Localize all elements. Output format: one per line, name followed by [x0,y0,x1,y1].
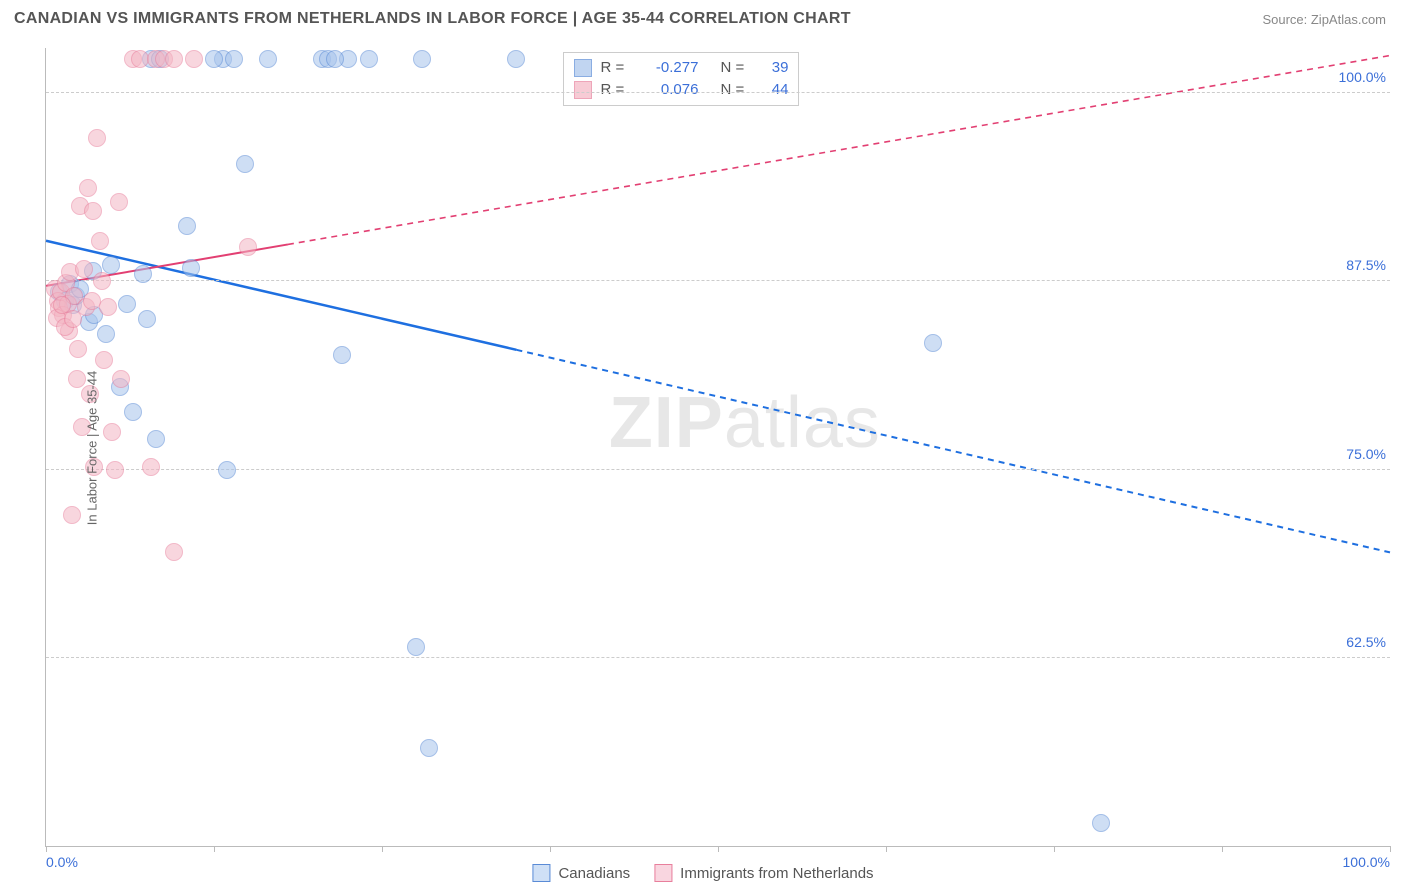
data-point-canadians [924,334,942,352]
corr-swatch-netherlands [574,81,592,99]
y-axis-label: In Labor Force | Age 35-44 [85,370,100,524]
data-point-canadians [205,50,223,68]
data-point-canadians [333,346,351,364]
data-point-canadians [420,739,438,757]
chart-title: CANADIAN VS IMMIGRANTS FROM NETHERLANDS … [14,10,851,28]
y-tick-label: 100.0% [1331,69,1386,85]
data-point-netherlands [185,50,203,68]
y-tick-label: 62.5% [1338,634,1386,650]
data-point-canadians [124,403,142,421]
r-label: R = [600,57,630,79]
gridline [46,657,1390,658]
data-point-netherlands [91,232,109,250]
n-label: N = [720,79,750,101]
x-tick [886,846,887,852]
x-tick [382,846,383,852]
y-tick-label: 75.0% [1338,446,1386,462]
correlation-legend: R = -0.277 N = 39 R = 0.076 N = 44 [563,52,799,106]
data-point-netherlands [69,340,87,358]
x-tick [1054,846,1055,852]
data-point-netherlands [75,260,93,278]
plot-region: ZIPatlas R =-0.277N =39R =0.076N =44 62.… [45,48,1390,847]
data-point-canadians [360,50,378,68]
data-point-netherlands [63,506,81,524]
chart-area: ZIPatlas R =-0.277N =39R =0.076N =44 62.… [45,48,1390,847]
data-point-netherlands [112,370,130,388]
swatch-pink [654,864,672,882]
data-point-netherlands [103,423,121,441]
corr-row-canadians: R = -0.277 N = 39 [574,57,788,79]
data-point-canadians [259,50,277,68]
n-value-canadians: 39 [758,57,788,79]
swatch-blue [532,864,550,882]
x-tick-label-right: 100.0% [1343,854,1390,870]
y-tick-label: 87.5% [1338,257,1386,273]
data-point-canadians [326,50,344,68]
data-point-netherlands [165,50,183,68]
data-point-netherlands [95,351,113,369]
data-point-canadians [147,430,165,448]
r-value-canadians: -0.277 [638,57,698,79]
x-tick [550,846,551,852]
corr-row-netherlands: R = 0.076 N = 44 [574,79,788,101]
data-point-netherlands [239,238,257,256]
r-value-netherlands: 0.076 [638,79,698,101]
data-point-canadians [407,638,425,656]
data-point-netherlands [99,298,117,316]
trendline-dashed-canadians [516,350,1390,553]
x-tick [718,846,719,852]
data-point-canadians [236,155,254,173]
data-point-netherlands [64,310,82,328]
data-point-canadians [97,325,115,343]
legend-item-canadians: Canadians [532,864,630,882]
gridline [46,469,1390,470]
n-value-netherlands: 44 [758,79,788,101]
data-point-netherlands [110,193,128,211]
x-tick [1390,846,1391,852]
data-point-netherlands [142,458,160,476]
data-point-netherlands [68,370,86,388]
gridline [46,92,1390,93]
legend-label-canadians: Canadians [558,865,630,882]
data-point-canadians [102,256,120,274]
data-point-netherlands [84,202,102,220]
corr-swatch-canadians [574,59,592,77]
data-point-canadians [1092,814,1110,832]
r-label: R = [600,79,630,101]
n-label: N = [720,57,750,79]
data-point-netherlands [165,543,183,561]
x-tick [1222,846,1223,852]
trendline-solid-canadians [46,241,516,350]
data-point-canadians [413,50,431,68]
source-label: Source: ZipAtlas.com [1262,12,1386,27]
legend-label-netherlands: Immigrants from Netherlands [680,865,873,882]
data-point-canadians [118,295,136,313]
gridline [46,280,1390,281]
data-point-netherlands [88,129,106,147]
data-point-netherlands [93,272,111,290]
data-point-canadians [138,310,156,328]
x-tick [46,846,47,852]
data-point-netherlands [83,292,101,310]
x-tick-label-left: 0.0% [46,854,78,870]
data-point-canadians [225,50,243,68]
data-point-canadians [507,50,525,68]
data-point-canadians [218,461,236,479]
trendline-dashed-netherlands [288,56,1390,245]
legend-item-netherlands: Immigrants from Netherlands [654,864,873,882]
data-point-canadians [182,259,200,277]
data-point-netherlands [106,461,124,479]
data-point-canadians [178,217,196,235]
x-tick [214,846,215,852]
series-legend: Canadians Immigrants from Netherlands [532,864,873,882]
data-point-canadians [134,265,152,283]
data-point-netherlands [79,179,97,197]
